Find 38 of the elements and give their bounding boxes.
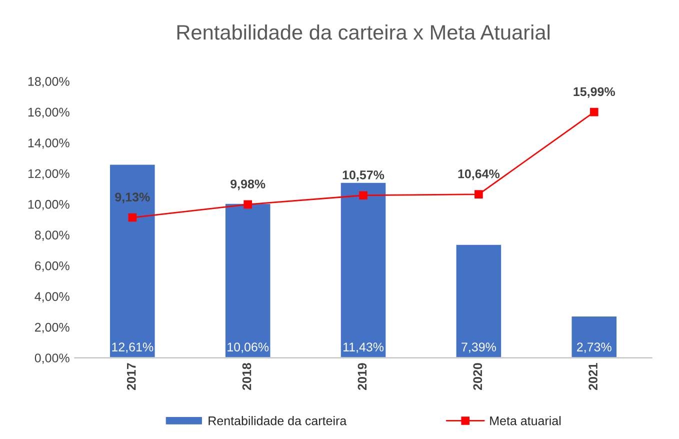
- data-label: 12,61%: [112, 342, 154, 353]
- data-label: 15,99%: [574, 87, 615, 98]
- y-tick-label: 2,00%: [35, 322, 70, 334]
- x-tick-label: 2020: [473, 363, 482, 390]
- x-tick-label: 2021: [588, 362, 598, 390]
- point: [474, 190, 483, 198]
- data-label: 2,73%: [577, 342, 612, 353]
- bar: [454, 244, 502, 358]
- data-label: 10,06%: [228, 342, 269, 353]
- data-label: 10,64%: [458, 169, 500, 180]
- legend-label: Meta atuarial: [490, 416, 561, 426]
- x-tick-label: 2019: [358, 363, 367, 390]
- chart-title: Rentabilidade da carteira x Meta Atuarial: [177, 24, 550, 40]
- data-label: 7,39%: [462, 342, 496, 353]
- point: [244, 200, 252, 209]
- y-tick-label: 12,00%: [28, 169, 70, 180]
- legend-label: Rentabilidade da carteira: [208, 416, 347, 426]
- data-label: 11,43%: [343, 342, 384, 353]
- bar: [570, 315, 618, 358]
- y-tick-label: 18,00%: [28, 77, 70, 88]
- bar: [108, 163, 156, 358]
- y-tick-label: 4,00%: [34, 292, 70, 302]
- x-tick-label: 2018: [242, 363, 252, 390]
- point: [128, 213, 137, 222]
- y-tick-label: 6,00%: [35, 261, 70, 272]
- data-label: 10,57%: [342, 170, 384, 182]
- y-tick-label: 0,00%: [34, 354, 70, 364]
- data-label: 9,13%: [115, 192, 150, 204]
- y-tick-label: 8,00%: [34, 230, 70, 241]
- bar: [224, 202, 272, 358]
- y-tick-label: 14,00%: [28, 138, 70, 149]
- y-tick-label: 16,00%: [28, 108, 70, 118]
- bar: [339, 181, 388, 358]
- point: [359, 191, 368, 200]
- x-tick-label: 2017: [126, 363, 136, 390]
- y-tick-label: 10,00%: [28, 200, 70, 210]
- point: [590, 108, 598, 116]
- data-label: 9,98%: [230, 180, 266, 190]
